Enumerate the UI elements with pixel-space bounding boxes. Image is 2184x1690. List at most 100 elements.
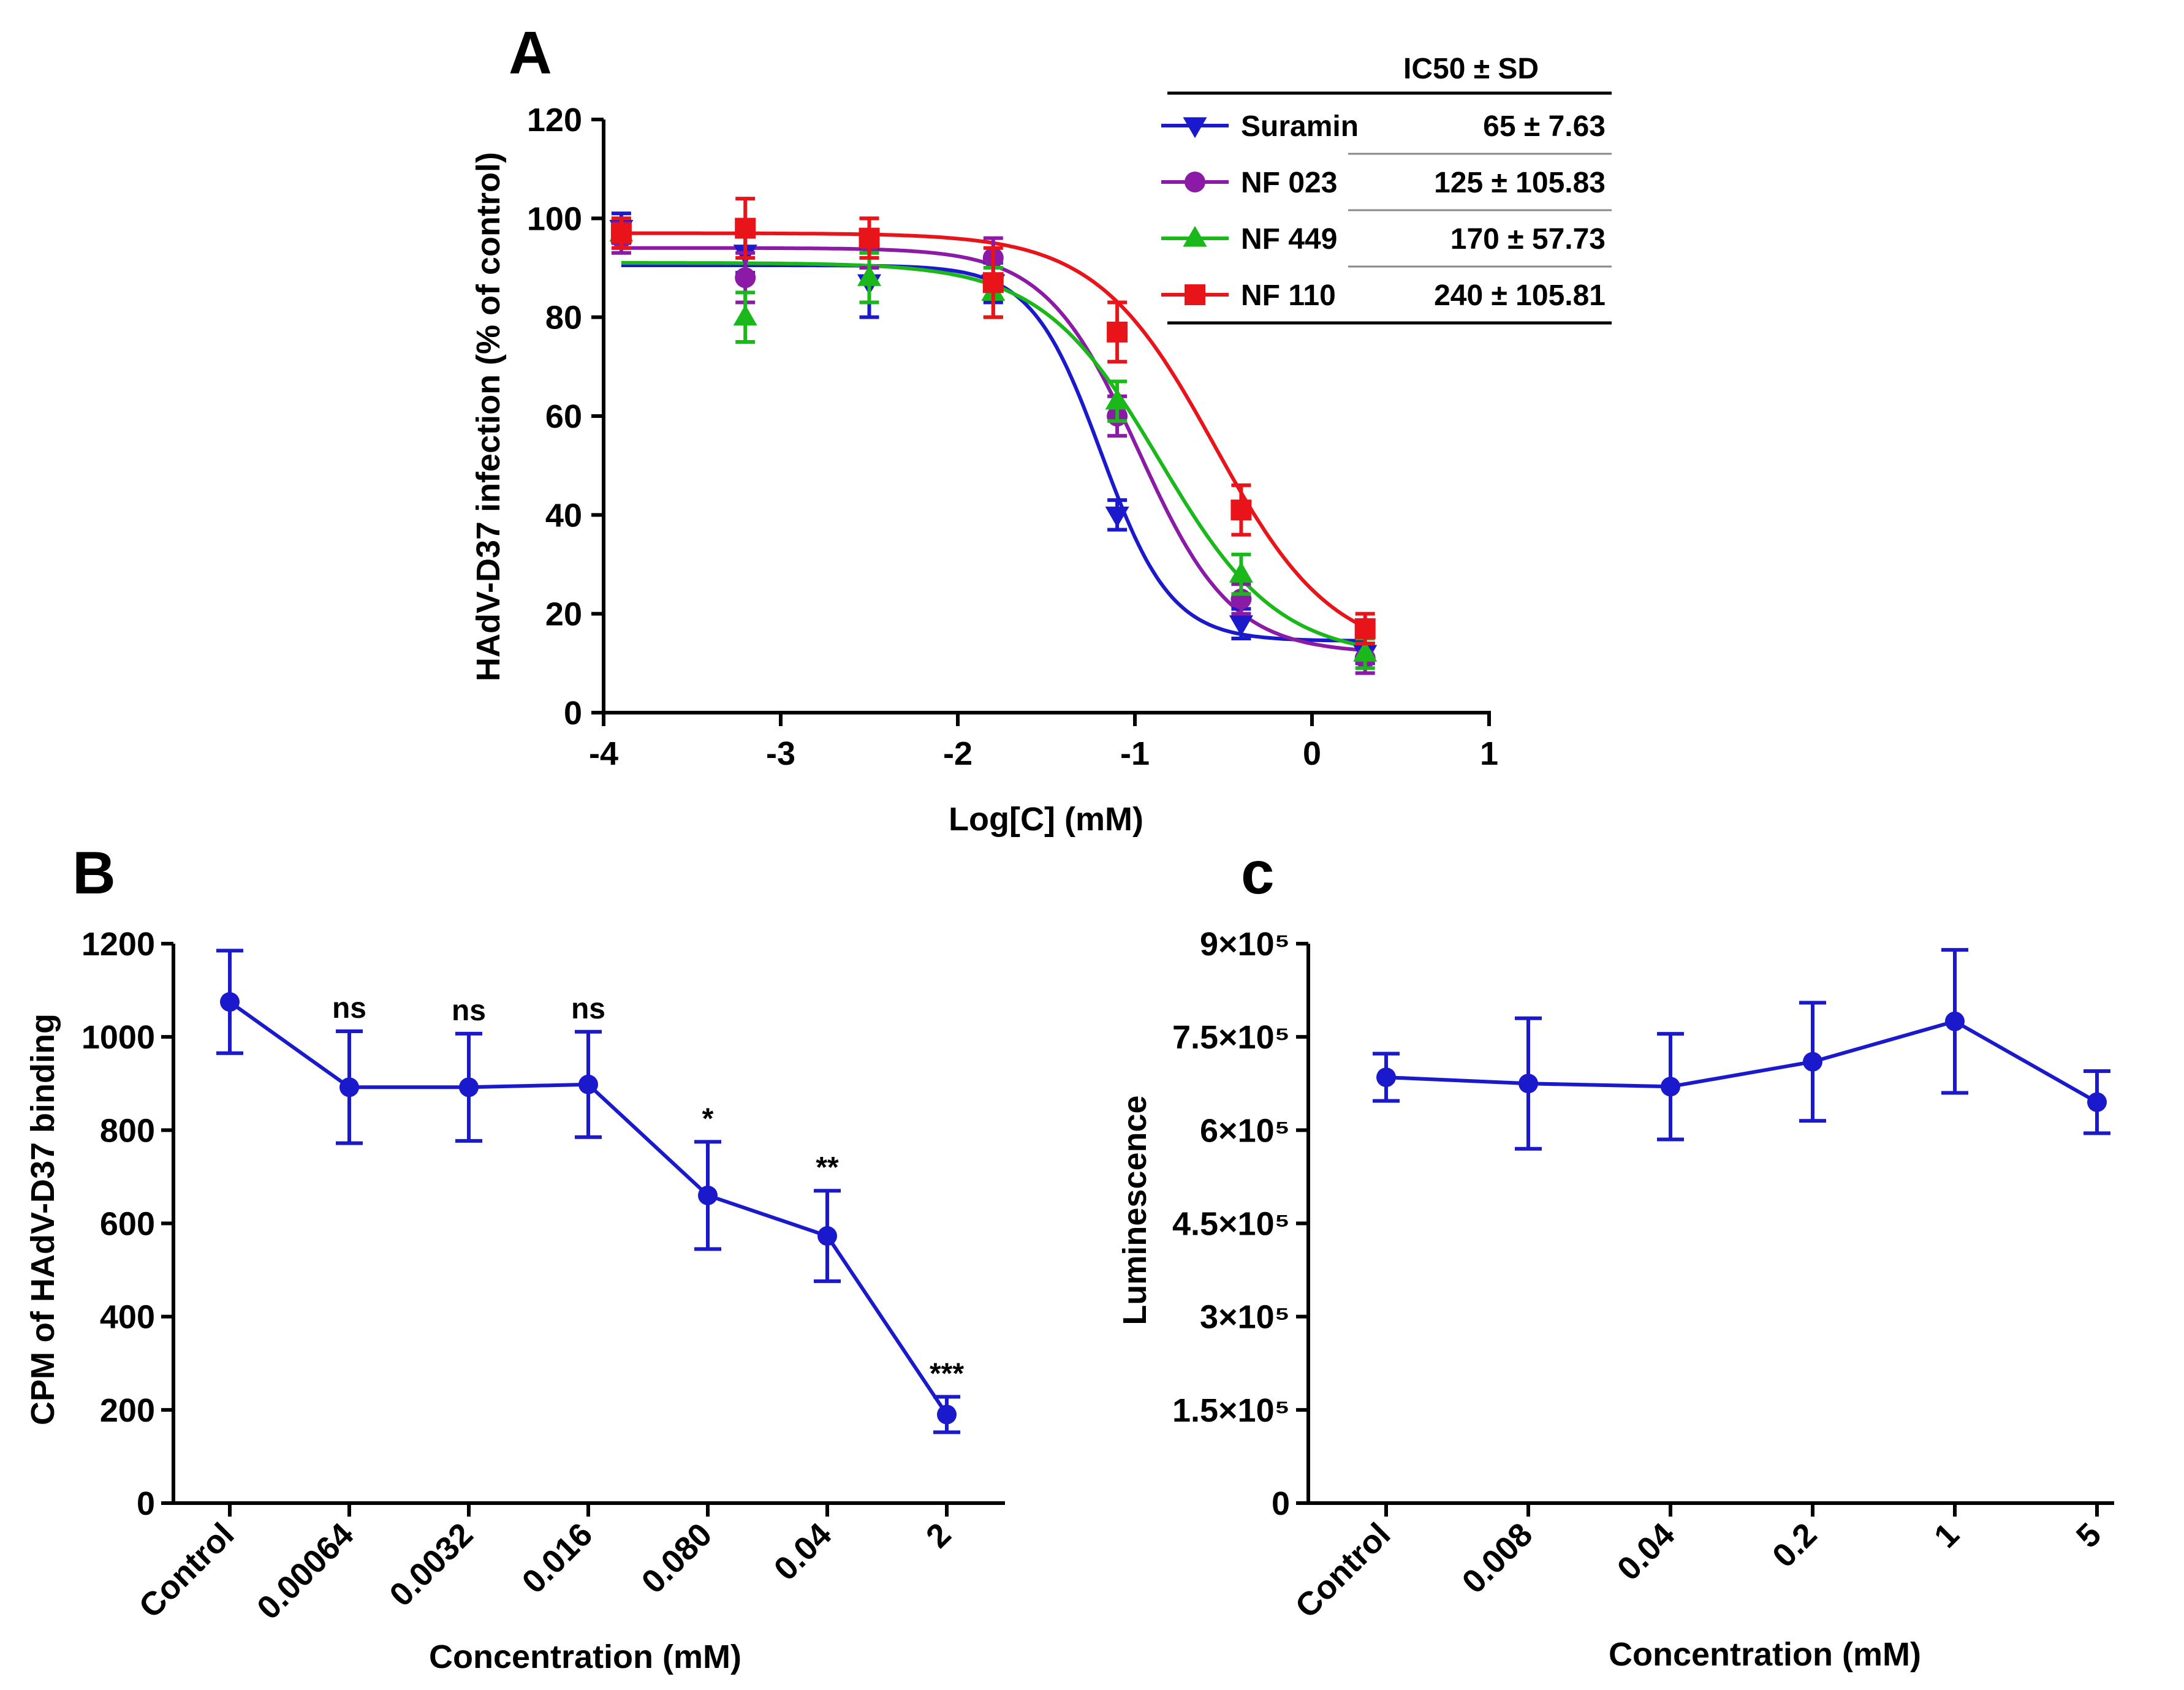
panel-a-y-tick-label: 120	[527, 102, 582, 138]
data-point-s3-p6	[1354, 618, 1376, 639]
panel-a-x-axis-title: Log[C] (mM)	[949, 801, 1143, 838]
data-point-s3-p0	[610, 222, 632, 244]
data-point-s3-p3	[982, 272, 1004, 294]
panel-c-x-tick-label: 1	[1927, 1516, 1966, 1555]
fit-curve-2	[621, 261, 1366, 648]
panel-a-legend: IC50 ± SD Suramin 65 ± 7.63 NF 023 125 ± 10…	[1161, 53, 1612, 325]
legend-ic50-1: 125 ± 105.83	[1434, 167, 1606, 199]
panel-b-data-point-6	[937, 1404, 957, 1425]
panel-b-significance-label-2: ns	[452, 995, 486, 1027]
panel-b-x-tick-label: 0.00064	[250, 1516, 360, 1626]
panel-b-series: ns ns ns******	[216, 949, 964, 1434]
panel-a-y-tick-label: 0	[564, 695, 582, 732]
panel-c-x-axis-title: Concentration (mM)	[1609, 1636, 1921, 1673]
panel-a-x-tick-label: -1	[1120, 735, 1150, 772]
panel-b-y-tick-label: 0	[137, 1485, 155, 1522]
panel-c-x-tick-label: 0.04	[1610, 1516, 1682, 1588]
panel-a-y-tick-label: 60	[545, 398, 582, 435]
panel-c: c 0 1.5×10⁵ 3×10⁵ 4.5×10⁵ 6×10⁵ 7.5×10⁵ 9×10⁵ C…	[1117, 839, 2114, 1673]
panel-b-x-tick-label: 2	[919, 1516, 958, 1555]
panel-c-x-tick-label: 0.2	[1765, 1516, 1824, 1575]
panel-c-y-tick-label: 3×10⁵	[1200, 1299, 1290, 1336]
panel-b-significance-label-5: **	[816, 1151, 839, 1184]
panel-c-y-tick-label: 7.5×10⁵	[1172, 1019, 1290, 1056]
data-point-s3-p1	[735, 218, 756, 239]
panel-a-y-axis-title: HAdV-D37 infection (% of control)	[470, 152, 507, 681]
panel-b-y-axis-title: CPM of HAdV-D37 binding	[25, 1014, 61, 1425]
legend-label-3: NF 110	[1241, 279, 1336, 312]
panel-b-significance-label-6: ***	[930, 1358, 964, 1390]
legend-marker-0	[1183, 117, 1207, 138]
data-point-s2-p5	[1229, 561, 1253, 583]
panel-b-y-tick-label: 600	[100, 1206, 155, 1243]
panel-a-axes: 0 20 40 60 80 100 120 -4 -3 -2 -1 0 1	[527, 102, 1498, 772]
panel-c-data-point-2	[1661, 1077, 1680, 1097]
panel-b-significance-label-1: ns	[332, 992, 366, 1025]
panel-a-y-tick-label: 40	[545, 497, 582, 534]
panel-b-axes: 0 200 400 600 800 1000 1200 Control 0.00064 0.003…	[82, 926, 1005, 1627]
panel-b-y-tick-label: 800	[100, 1112, 155, 1149]
panel-a-x-tick-label: 0	[1303, 735, 1321, 772]
panel-c-x-tick-label: 5	[2069, 1516, 2109, 1555]
panel-b-data-point-3	[578, 1074, 598, 1094]
panel-c-y-tick-label: 0	[1272, 1485, 1290, 1522]
panel-c-y-axis-title: Luminescence	[1117, 1095, 1153, 1325]
legend-header: IC50 ± SD	[1403, 53, 1539, 85]
panel-a-x-tick-label: -4	[589, 735, 618, 772]
panel-b-data-point-0	[220, 992, 240, 1012]
legend-label-2: NF 449	[1241, 223, 1337, 256]
panel-b-y-tick-label: 1000	[82, 1019, 155, 1056]
panel-a-x-tick-label: -2	[943, 735, 973, 772]
panel-b-x-axis-title: Concentration (mM)	[429, 1639, 741, 1675]
panel-a-y-tick-label: 20	[545, 596, 582, 633]
panel-c-y-tick-label: 6×10⁵	[1200, 1112, 1290, 1149]
panel-a-y-tick-label: 100	[527, 200, 582, 237]
panel-a-letter: A	[509, 19, 552, 86]
data-point-s2-p6	[1353, 640, 1378, 662]
data-point-s3-p4	[1107, 321, 1128, 343]
panel-b-x-tick-label: 0.016	[515, 1516, 600, 1601]
panel-b-significance-label-3: ns	[571, 993, 605, 1025]
legend-marker-3	[1185, 284, 1205, 305]
panel-b-data-point-4	[698, 1185, 718, 1205]
panel-b-data-point-5	[817, 1226, 837, 1246]
data-point-s0-p4	[1105, 506, 1129, 528]
panel-b-x-tick-label: 0.0032	[382, 1516, 480, 1613]
panel-c-data-point-3	[1803, 1052, 1822, 1072]
legend-marker-2	[1183, 225, 1207, 247]
panel-a-x-tick-label: -3	[766, 735, 795, 772]
panel-c-y-tick-label: 1.5×10⁵	[1172, 1392, 1290, 1429]
panel-a-x-tick-label: 1	[1480, 735, 1498, 772]
legend-ic50-2: 170 ± 57.73	[1450, 223, 1606, 256]
panel-b-y-tick-label: 400	[100, 1299, 155, 1336]
legend-label-0: Suramin	[1241, 110, 1359, 143]
panel-b-x-tick-label: Control	[132, 1516, 241, 1625]
panel-c-data-point-5	[2087, 1092, 2107, 1112]
panel-b-x-tick-label: 0.080	[635, 1516, 719, 1601]
panel-c-y-tick-label: 9×10⁵	[1200, 926, 1290, 963]
data-point-s1-p1	[735, 267, 756, 289]
panel-c-y-tick-label: 4.5×10⁵	[1172, 1206, 1290, 1243]
panel-b-y-tick-label: 1200	[82, 926, 155, 963]
panel-c-letter: c	[1241, 839, 1275, 906]
data-point-s2-p2	[857, 265, 882, 286]
panel-b-data-point-2	[459, 1077, 479, 1097]
panel-c-series-line	[1386, 1019, 2098, 1104]
panel-b-x-tick-label: 0.04	[767, 1516, 839, 1588]
panel-a-data-points	[609, 197, 1378, 675]
panel-b-y-tick-label: 200	[100, 1392, 155, 1429]
panel-a-y-tick-label: 80	[545, 300, 582, 336]
data-point-s3-p5	[1230, 499, 1252, 521]
legend-label-1: NF 023	[1241, 167, 1337, 199]
data-point-s2-p4	[1105, 388, 1129, 410]
panel-b-data-point-1	[339, 1077, 359, 1097]
panel-b-letter: B	[72, 839, 116, 906]
panel-c-data-point-4	[1945, 1011, 1965, 1031]
legend-ic50-0: 65 ± 7.63	[1483, 110, 1606, 143]
panel-c-x-tick-label: Control	[1288, 1516, 1397, 1625]
legend-marker-1	[1185, 172, 1205, 192]
data-point-s0-p5	[1229, 615, 1253, 637]
